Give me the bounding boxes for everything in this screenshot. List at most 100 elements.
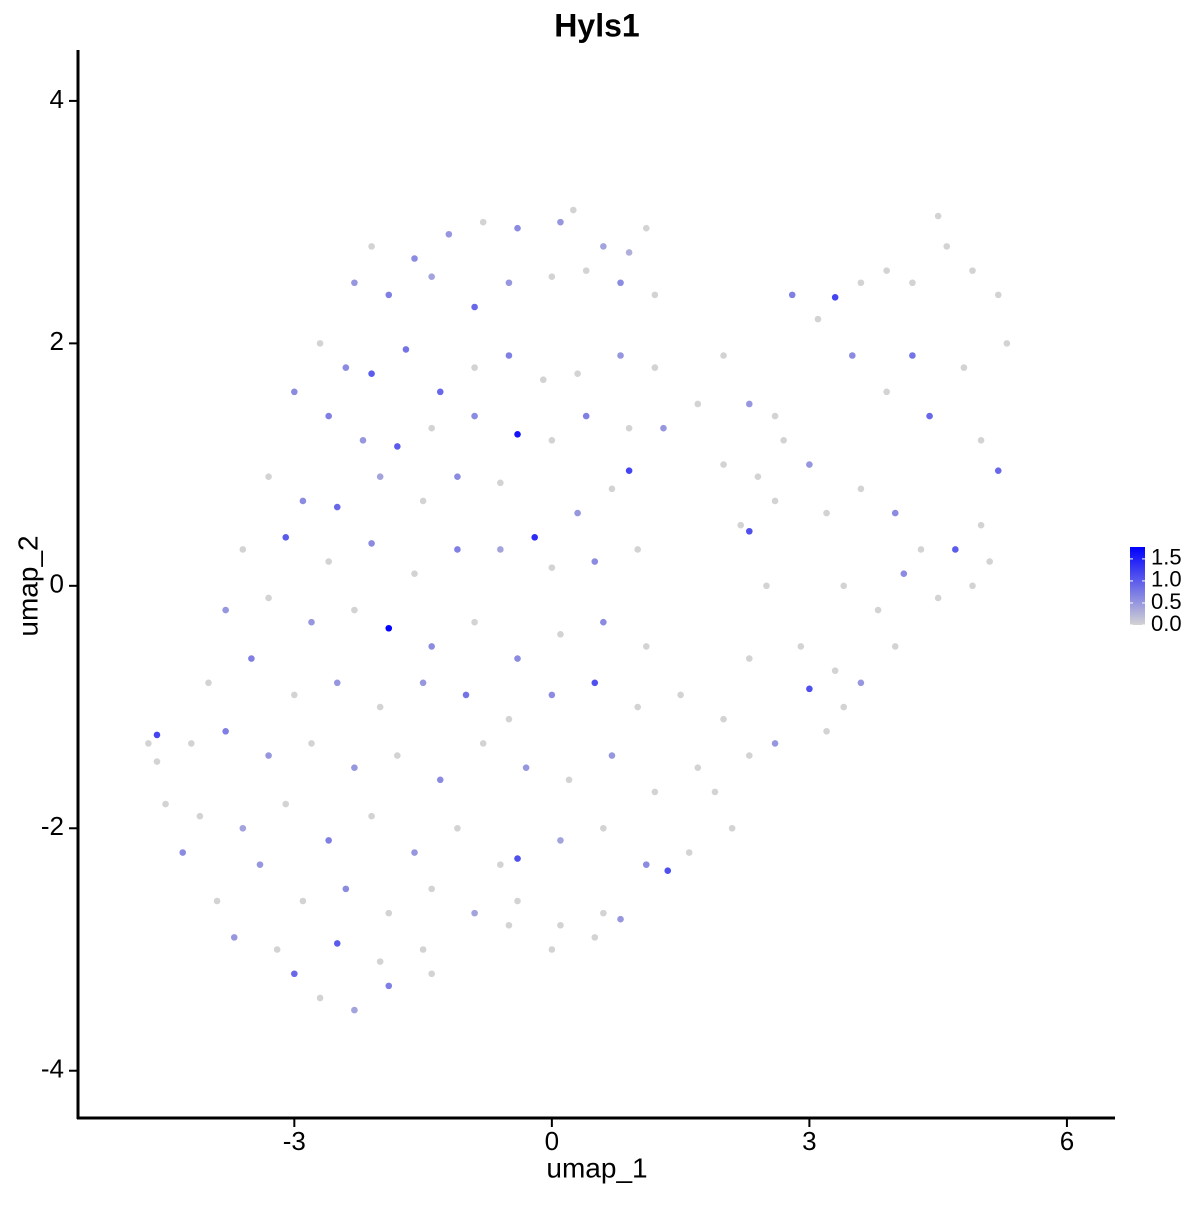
y-tick-label: -2 <box>41 811 64 841</box>
point <box>454 473 461 481</box>
point <box>445 230 453 238</box>
point <box>162 800 169 808</box>
point <box>720 352 727 359</box>
point <box>548 437 556 444</box>
point <box>454 546 461 553</box>
point <box>994 291 1002 299</box>
point <box>694 764 702 771</box>
point <box>625 424 633 432</box>
y-tick-label: 4 <box>50 84 64 114</box>
point <box>857 485 865 493</box>
point <box>969 582 976 590</box>
point <box>548 946 556 953</box>
point <box>376 473 384 481</box>
point <box>239 824 247 832</box>
point <box>291 691 298 699</box>
point <box>514 224 521 232</box>
point <box>308 740 315 747</box>
point <box>600 618 607 626</box>
point <box>642 643 650 650</box>
point <box>471 618 478 626</box>
point <box>351 764 358 771</box>
point <box>994 467 1002 474</box>
point <box>471 412 478 420</box>
point <box>376 958 384 965</box>
point <box>557 631 564 638</box>
point <box>831 294 839 301</box>
point <box>840 582 848 590</box>
point <box>891 643 899 650</box>
point <box>351 1006 358 1014</box>
point <box>273 946 281 953</box>
points <box>145 206 1011 1014</box>
point <box>145 740 152 747</box>
point <box>282 800 290 808</box>
point <box>548 564 556 571</box>
point <box>591 934 599 941</box>
point <box>213 897 221 905</box>
point <box>428 885 435 893</box>
point <box>411 849 418 856</box>
y-tick-label: 0 <box>50 569 64 599</box>
point <box>711 788 719 796</box>
point <box>291 388 298 396</box>
point <box>849 352 856 359</box>
point <box>746 400 753 408</box>
point <box>943 243 951 250</box>
point <box>771 412 779 420</box>
point <box>342 885 350 893</box>
point <box>394 443 401 450</box>
point <box>771 497 779 505</box>
colorbar <box>1130 547 1145 625</box>
point <box>857 679 865 687</box>
point <box>471 303 478 311</box>
point <box>969 267 976 274</box>
point <box>265 752 272 759</box>
point <box>222 606 229 614</box>
point <box>557 837 564 844</box>
point <box>333 940 341 947</box>
point <box>634 546 642 553</box>
point <box>419 946 427 953</box>
point <box>394 752 401 759</box>
point <box>883 388 890 396</box>
point <box>917 546 925 553</box>
point <box>909 352 916 359</box>
point <box>651 788 659 796</box>
point <box>685 849 693 856</box>
point <box>574 509 581 517</box>
point <box>600 824 607 832</box>
point <box>977 521 985 529</box>
point <box>368 540 375 547</box>
point <box>471 909 478 917</box>
point <box>531 534 538 541</box>
point <box>582 412 590 420</box>
point <box>436 388 444 396</box>
point <box>660 424 667 432</box>
point <box>471 364 478 371</box>
point <box>368 370 375 377</box>
point <box>428 970 435 978</box>
point <box>265 473 272 481</box>
point <box>239 546 247 553</box>
point <box>909 279 916 287</box>
point <box>497 479 504 487</box>
point <box>570 206 577 214</box>
chart-title: Hyls1 <box>554 7 639 43</box>
point <box>205 679 212 687</box>
point <box>282 534 290 541</box>
point <box>737 521 745 529</box>
point <box>265 594 272 602</box>
point <box>934 212 942 220</box>
point <box>840 703 848 711</box>
point <box>222 727 229 735</box>
y-axis-label: umap_2 <box>12 535 43 636</box>
point <box>419 497 427 505</box>
point <box>505 279 513 287</box>
point <box>351 606 358 614</box>
point <box>823 727 830 735</box>
point <box>411 255 418 262</box>
point <box>248 655 255 662</box>
x-tick-label: -3 <box>283 1126 306 1156</box>
colorbar-tick-label: 0.0 <box>1151 611 1182 636</box>
